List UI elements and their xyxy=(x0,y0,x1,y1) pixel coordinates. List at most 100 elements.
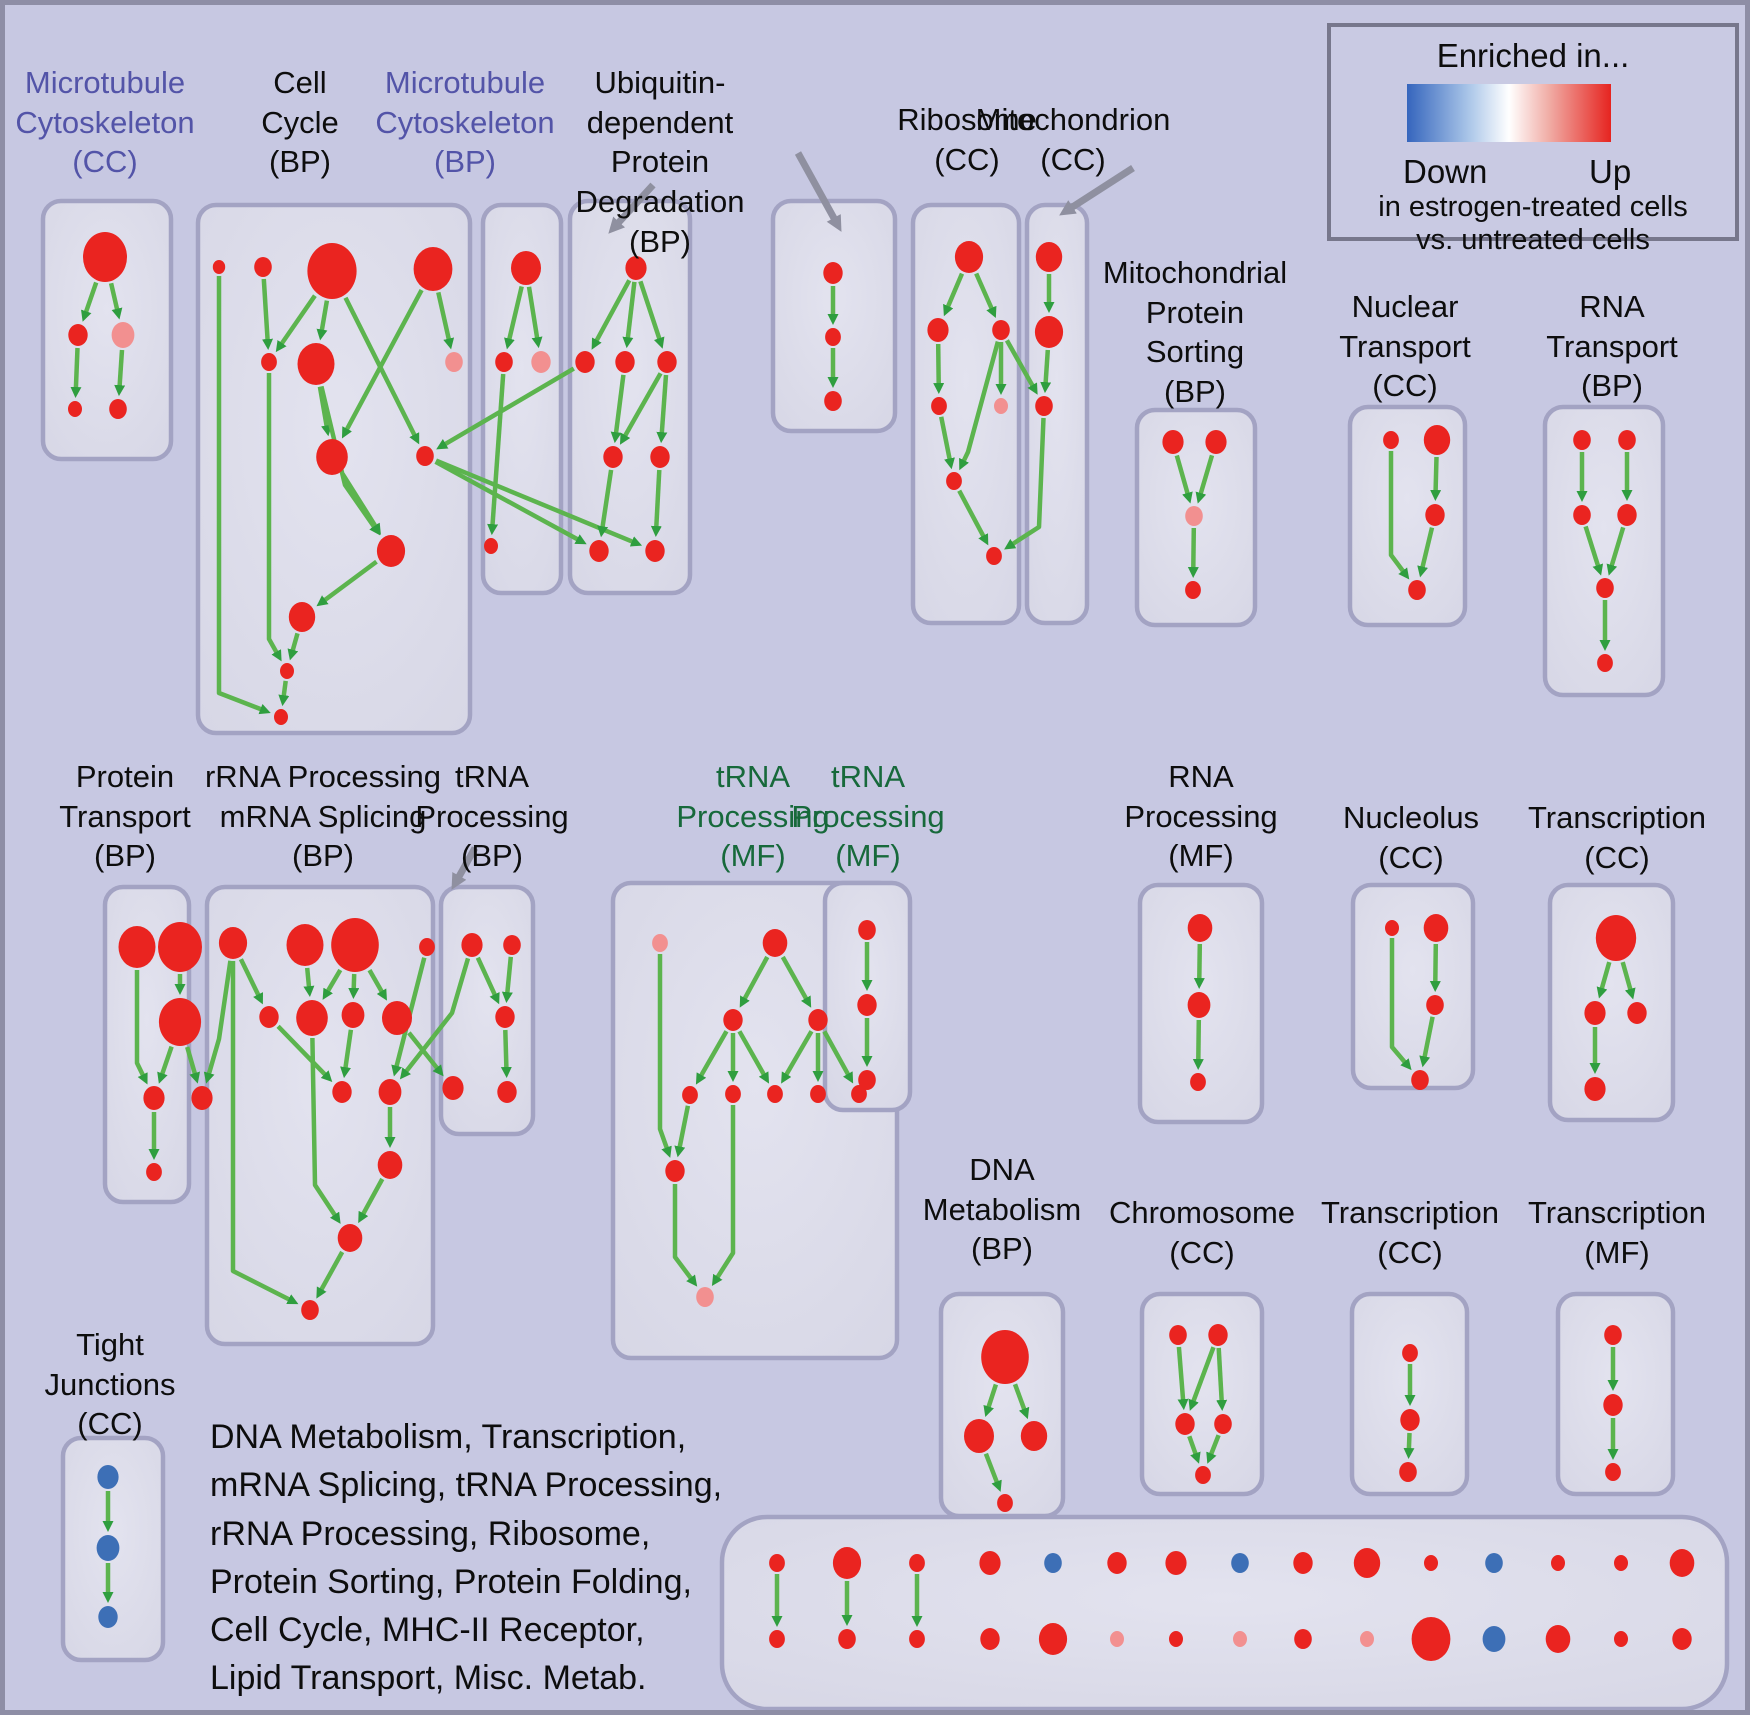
legend-down-label: Down xyxy=(1403,153,1488,190)
relation-arrow xyxy=(1192,1019,1204,1070)
cluster-label-rrna-processing: rRNA Processing mRNA Splicing (BP) xyxy=(204,759,442,874)
go-term-node-sp-0 xyxy=(769,1554,785,1572)
relation-arrow xyxy=(1583,525,1604,576)
go-term-node-nt-2 xyxy=(1425,504,1445,526)
go-term-node-sp-6 xyxy=(1165,1551,1187,1575)
go-term-node-tm-5 xyxy=(725,1085,741,1103)
go-term-node-cc-6 xyxy=(445,352,463,372)
go-term-node-mtcc-3 xyxy=(68,401,82,417)
go-term-node-sp-2 xyxy=(909,1554,925,1572)
go-term-node-tc-3 xyxy=(1584,1077,1606,1101)
legend-subtitle-line1: in estrogen-treated cells xyxy=(1378,191,1688,223)
go-term-node-cc-10 xyxy=(288,602,316,632)
legend-gradient-bar xyxy=(1407,84,1611,142)
relation-arrow xyxy=(434,459,587,545)
relation-arrow xyxy=(695,1030,729,1085)
cluster-label-transcription-cc-bot: Transcription (CC) xyxy=(1320,1195,1500,1270)
go-term-node-pt-4 xyxy=(191,1086,213,1110)
cluster-box-mi xyxy=(1024,202,1090,626)
relation-arrow xyxy=(1174,454,1193,504)
go-term-node-dm-2 xyxy=(1020,1421,1048,1451)
cluster-label-nuclear-transport: Nuclear Transport (CC) xyxy=(1339,289,1471,404)
relation-arrow xyxy=(316,1250,345,1299)
go-term-node-mi-2 xyxy=(1035,396,1053,416)
go-term-node-rr-11 xyxy=(337,1224,363,1252)
go-term-node-pt-0 xyxy=(118,926,156,968)
relation-arrow xyxy=(737,1030,770,1084)
go-term-node-dm-0 xyxy=(981,1330,1029,1384)
go-term-node-cc-2 xyxy=(307,243,357,299)
relation-arrow xyxy=(938,416,955,470)
go-term-node-ua-1 xyxy=(575,351,595,373)
cluster-label-nucleolus: Nucleolus (CC) xyxy=(1342,800,1480,875)
relation-arrow xyxy=(656,374,669,444)
go-term-node-rr-4 xyxy=(259,1006,279,1028)
relation-arrow xyxy=(1004,339,1038,395)
go-term-node-nc-3 xyxy=(1411,1070,1429,1090)
go-term-node-ua-6 xyxy=(589,540,609,562)
cluster-label-protein-transport: Protein Transport (BP) xyxy=(59,759,191,874)
go-term-node-rr-10 xyxy=(377,1151,403,1179)
go-term-node-ts-1 xyxy=(857,994,877,1016)
relation-arrow xyxy=(340,472,381,535)
go-term-node-ch-3 xyxy=(1214,1414,1232,1434)
go-term-node-ua-3 xyxy=(657,351,677,373)
go-term-node-sp-7 xyxy=(1231,1553,1249,1573)
go-term-node-rt-5 xyxy=(1597,654,1613,672)
go-term-node-tc-1 xyxy=(1584,1001,1606,1025)
relation-arrow xyxy=(780,955,812,1008)
label-pointer-arrow xyxy=(608,182,656,234)
go-term-node-rr-12 xyxy=(301,1300,319,1320)
relation-arrow xyxy=(1012,1383,1030,1420)
go-term-node-sp-9 xyxy=(1353,1548,1381,1578)
relation-arrow xyxy=(1403,1432,1415,1459)
relation-arrow xyxy=(134,970,148,1085)
relation-arrow xyxy=(983,1383,999,1418)
go-term-node-rb-2 xyxy=(992,320,1010,340)
go-term-node-tm-6 xyxy=(767,1085,783,1103)
go-term-node-tm-4 xyxy=(682,1086,698,1104)
cluster-label-trna-processing-mf-2: tRNA Processing (MF) xyxy=(791,759,945,874)
relation-arrow xyxy=(1176,1346,1189,1411)
go-term-node-mtcc-4 xyxy=(109,399,127,419)
relation-arrow xyxy=(341,289,424,439)
go-term-node-rt-4 xyxy=(1596,578,1614,598)
relation-arrow xyxy=(1620,961,1636,1000)
relation-arrow xyxy=(672,1184,698,1287)
cluster-box-tc xyxy=(1547,882,1676,1123)
cluster-label-microtubule-bp: Microtubule Cytoskeleton (BP) xyxy=(375,65,555,180)
go-term-node-sp-12 xyxy=(1551,1555,1565,1571)
go-term-node-cc-5 xyxy=(297,343,335,385)
go-term-node-rb-5 xyxy=(946,472,962,490)
go-term-node-ts-0 xyxy=(858,920,876,940)
go-term-node-sp-3 xyxy=(979,1551,1001,1575)
go-term-node-sp-25 xyxy=(1411,1617,1451,1661)
relation-arrow xyxy=(959,341,1001,471)
cluster-label-rna-processing-mf: RNA Processing (MF) xyxy=(1124,759,1278,874)
go-term-node-tc-0 xyxy=(1595,915,1637,961)
go-term-node-mtbp-2 xyxy=(531,351,551,373)
relation-arrow xyxy=(203,960,233,1084)
go-term-node-tm-7 xyxy=(810,1085,826,1103)
relation-arrow xyxy=(957,489,989,546)
go-term-node-rb-4 xyxy=(994,398,1008,414)
go-term-node-rt-3 xyxy=(1617,504,1637,526)
go-term-node-tf-0 xyxy=(1604,1325,1622,1345)
go-term-node-pt-3 xyxy=(143,1086,165,1110)
label-pointer-arrow xyxy=(451,846,479,890)
go-term-node-sp-13 xyxy=(1614,1555,1628,1571)
cluster-label-cell-cycle: Cell Cycle (BP) xyxy=(261,65,339,180)
cluster-label-transcription-mf: Transcription (MF) xyxy=(1527,1195,1707,1270)
go-term-node-mtbp-0 xyxy=(511,251,541,285)
cluster-label-ribosome: Ribosome (CC) xyxy=(897,102,1037,177)
go-term-node-rr-0 xyxy=(218,927,248,959)
relation-arrow xyxy=(822,1030,854,1084)
relation-arrow xyxy=(278,680,290,707)
cluster-label-trna-processing-mf-1: tRNA Processing (MF) xyxy=(676,759,830,874)
relation-arrow xyxy=(739,955,770,1008)
go-term-node-cc-4 xyxy=(261,353,277,371)
label-pointer-arrow xyxy=(794,151,842,232)
go-term-node-sp-1 xyxy=(832,1547,862,1579)
go-term-node-ub-0 xyxy=(823,262,843,284)
